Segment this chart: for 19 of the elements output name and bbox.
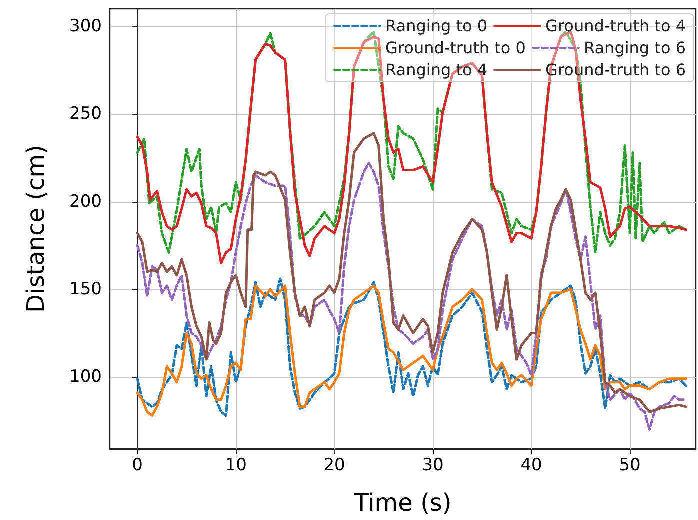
y-tick-label: 200 bbox=[70, 192, 102, 212]
legend-label: Ranging to 6 bbox=[584, 38, 686, 58]
x-tick-label: 10 bbox=[225, 456, 247, 476]
y-tick-label: 150 bbox=[70, 279, 102, 300]
x-tick-label: 50 bbox=[619, 456, 641, 476]
line-series bbox=[136, 162, 688, 431]
line-series bbox=[136, 132, 688, 414]
y-tick-label: 100 bbox=[70, 367, 102, 388]
legend-label: Ground-truth to 4 bbox=[546, 16, 686, 36]
x-axis-title: Time (s) bbox=[353, 489, 452, 517]
y-tick-label: 300 bbox=[70, 16, 102, 37]
y-axis-title: Distance (cm) bbox=[22, 145, 50, 313]
x-tick-label: 30 bbox=[422, 456, 444, 476]
x-tick-label: 0 bbox=[132, 456, 143, 476]
y-tick-label: 250 bbox=[70, 104, 102, 124]
x-tick-label: 20 bbox=[324, 456, 346, 476]
x-tick-label: 40 bbox=[520, 456, 542, 476]
legend-label: Ranging to 0 bbox=[386, 16, 488, 36]
legend-label: Ground-truth to 0 bbox=[386, 38, 526, 58]
